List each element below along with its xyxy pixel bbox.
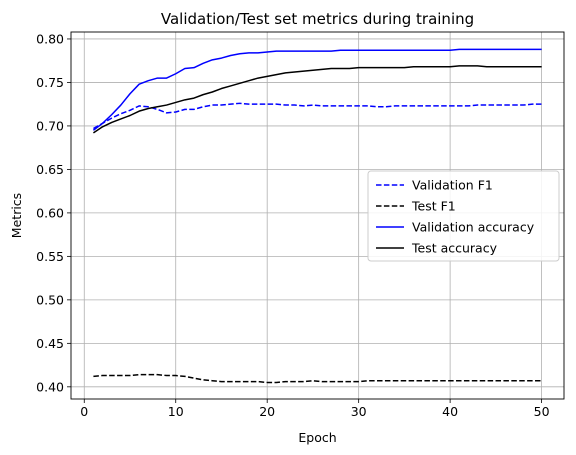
legend-box — [367, 170, 560, 262]
chart-title: Validation/Test set metrics during train… — [161, 10, 474, 28]
series-line-test-accuracy — [92, 65, 542, 134]
y-tick-label: 0.45 — [36, 336, 64, 351]
y-tick-label: 0.75 — [36, 75, 64, 90]
y-tick-label: 0.40 — [36, 379, 64, 394]
x-tick-label: 50 — [534, 404, 550, 419]
legend-label: Validation F1 — [412, 178, 493, 193]
x-axis-label: Epoch — [298, 430, 336, 445]
x-tick-label: 40 — [442, 404, 458, 419]
series-line-validation-accuracy — [92, 48, 542, 131]
ticks: 0 10 20 30 40 50 0.40 0.45 0.50 0.55 0.60 0.65 0.70 0… — [36, 31, 549, 419]
y-tick-label: 0.50 — [36, 292, 64, 307]
x-tick-label: 30 — [351, 404, 367, 419]
y-tick-label: 0.80 — [36, 31, 64, 46]
x-tick-label: 20 — [259, 404, 275, 419]
y-tick-label: 0.65 — [36, 162, 64, 177]
series-layer — [92, 48, 542, 384]
y-axis-label: Metrics — [9, 193, 24, 238]
series-line-validation-f1 — [93, 102, 542, 130]
legend-label: Test F1 — [411, 199, 456, 214]
x-tick-label: 0 — [80, 404, 88, 419]
legend-label: Validation accuracy — [412, 220, 535, 235]
y-tick-label: 0.55 — [36, 249, 64, 264]
y-tick-label: 0.60 — [36, 205, 64, 220]
plot-frame — [70, 31, 565, 400]
legend-label: Test accuracy — [411, 241, 498, 256]
x-tick-label: 10 — [168, 404, 184, 419]
series-line-test-f1 — [93, 373, 542, 384]
y-tick-label: 0.70 — [36, 118, 64, 133]
legend: Validation F1 Test F1 Validation accuracy T… — [367, 170, 560, 262]
